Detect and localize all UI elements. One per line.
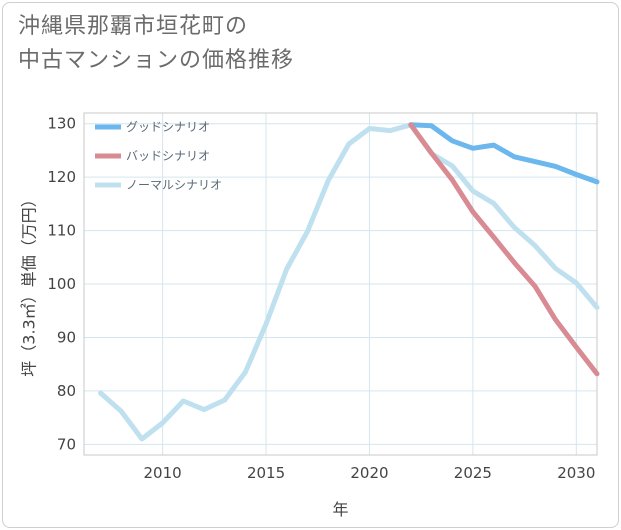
chart-title: 沖縄県那覇市垣花町の 中古マンションの価格推移: [18, 10, 438, 78]
legend-label-0: グッドシナリオ: [126, 120, 210, 134]
legend-label-2: ノーマルシナリオ: [126, 178, 222, 192]
chart-title-line-2: 中古マンションの価格推移: [18, 48, 295, 73]
x-tick-2030: 2030: [557, 464, 595, 482]
x-tick-2020: 2020: [350, 464, 388, 482]
plot-area-border: [83, 112, 598, 456]
grid-lines: [84, 113, 597, 455]
series-line-2: [98, 122, 600, 442]
y-tick-90: 90: [57, 328, 76, 346]
x-tick-labels: 2010 2015 2020 2025 2030: [144, 464, 596, 482]
legend-label-1: バッドシナリオ: [126, 149, 210, 163]
x-axis-title: 年: [332, 500, 348, 519]
series-line-0: [408, 122, 600, 185]
x-tick-2025: 2025: [454, 464, 492, 482]
chart-title-line-1: 沖縄県那覇市垣花町の: [18, 14, 249, 39]
y-tick-labels: 70 80 90 100 110 120 130: [47, 115, 76, 454]
y-tick-130: 130: [47, 115, 76, 133]
y-tick-120: 120: [47, 168, 76, 186]
x-tick-2010: 2010: [144, 464, 182, 482]
y-tick-100: 100: [47, 275, 76, 293]
y-axis-title: 坪（3.3㎡）単価（万円）: [20, 191, 39, 376]
y-tick-70: 70: [57, 435, 76, 453]
series-layer: [98, 122, 600, 442]
y-tick-110: 110: [47, 222, 76, 240]
series-line-1: [408, 122, 600, 377]
x-tick-2015: 2015: [247, 464, 285, 482]
y-tick-80: 80: [57, 382, 76, 400]
